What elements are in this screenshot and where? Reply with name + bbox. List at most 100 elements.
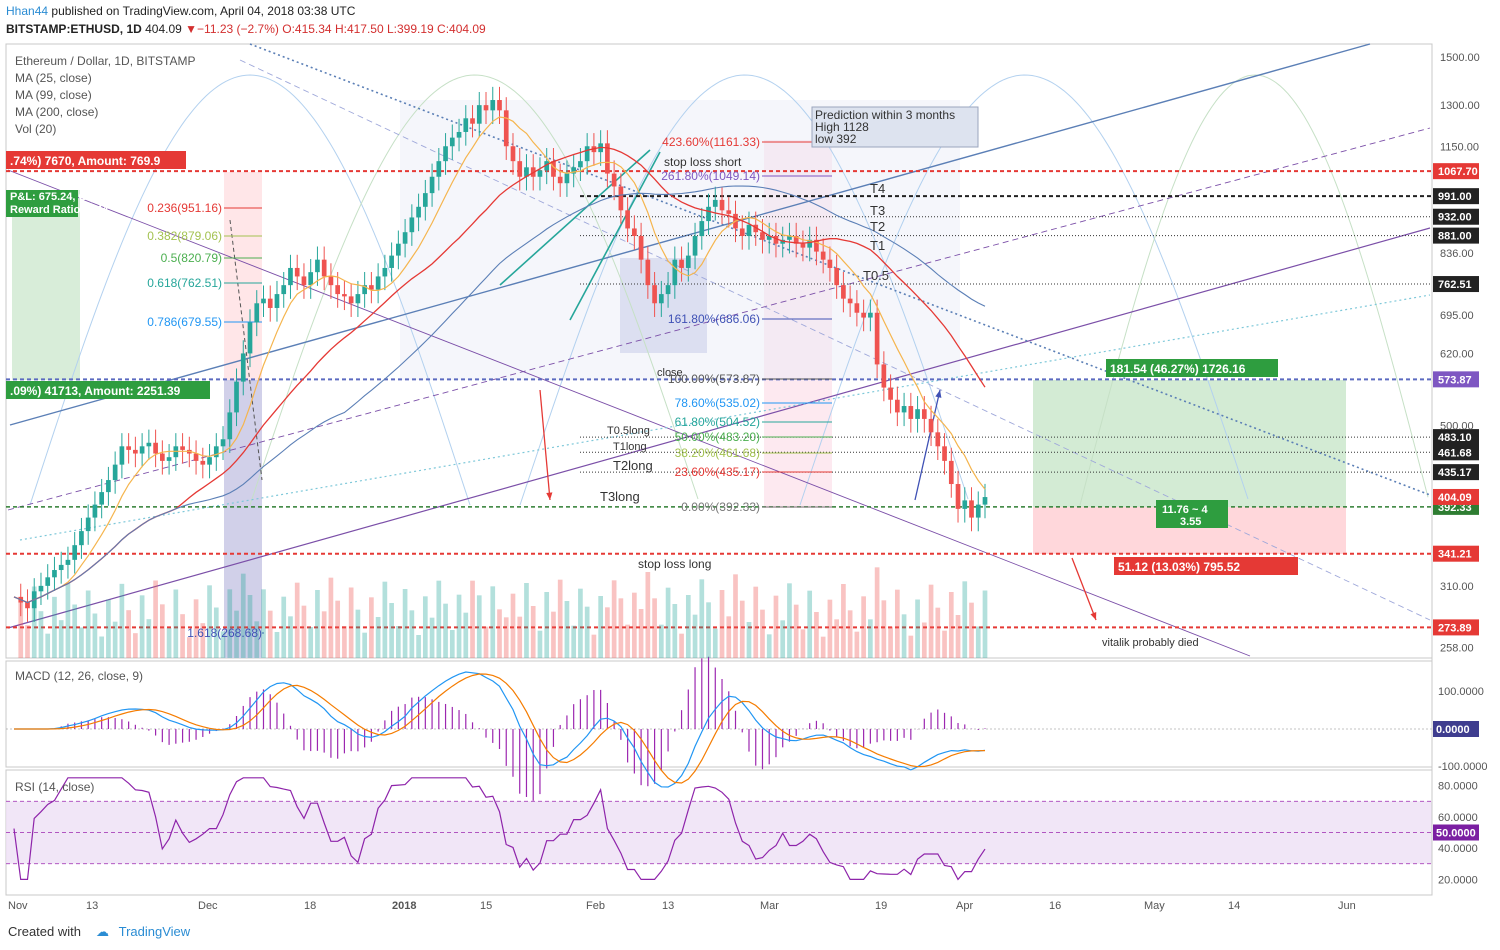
candle-body bbox=[746, 224, 752, 236]
candle-body bbox=[139, 446, 145, 454]
tradingview-link[interactable]: TradingView bbox=[118, 924, 191, 939]
volume-bar bbox=[679, 633, 684, 658]
volume-bar bbox=[685, 595, 691, 658]
volume-bar bbox=[618, 598, 624, 658]
volume-bar bbox=[463, 612, 469, 658]
volume-bar bbox=[288, 616, 293, 658]
legend-ma25[interactable]: MA (25, close) bbox=[15, 71, 92, 85]
fib-right-label: 38.20%(461.68) bbox=[675, 446, 760, 460]
candle-body bbox=[510, 146, 516, 162]
volume-bar bbox=[139, 595, 145, 658]
volume-bar bbox=[99, 636, 105, 658]
rsi-line bbox=[13, 777, 986, 881]
candle-body bbox=[605, 143, 610, 174]
volume-bar bbox=[712, 628, 718, 658]
candle-body bbox=[146, 442, 152, 447]
candle-body bbox=[72, 545, 78, 560]
candle-body bbox=[766, 235, 772, 240]
candle-body bbox=[894, 399, 900, 413]
volume-bar bbox=[443, 603, 448, 658]
ohlc-values: O:415.34 H:417.50 L:399.19 C:404.09 bbox=[282, 22, 486, 36]
amount-top-badge-text: .74%) 7670, Amount: 769.9 bbox=[10, 154, 161, 168]
volume-bar bbox=[780, 620, 786, 658]
candle-body bbox=[85, 517, 91, 532]
legend-vol[interactable]: Vol (20) bbox=[15, 122, 57, 136]
rsi-title[interactable]: RSI (14, close) bbox=[15, 780, 95, 794]
candle-body bbox=[537, 170, 543, 177]
volume-bar bbox=[969, 602, 974, 658]
legend-ma99[interactable]: MA (99, close) bbox=[15, 88, 92, 102]
volume-bar bbox=[847, 610, 853, 658]
long-target-label: T2long bbox=[613, 458, 653, 473]
volume-bar bbox=[301, 605, 307, 658]
ma25-line bbox=[13, 116, 986, 604]
cyan-dotted-line bbox=[19, 294, 1431, 541]
volume-bar bbox=[611, 580, 617, 658]
candle-body bbox=[571, 167, 577, 174]
fib-left-label: 0.786(679.55) bbox=[147, 315, 222, 329]
candle-body bbox=[854, 303, 860, 313]
volume-bar bbox=[773, 595, 779, 658]
amount-mid-badge-text: .09%) 41713, Amount: 2251.39 bbox=[10, 384, 181, 398]
volume-bar bbox=[106, 599, 111, 658]
candle-body bbox=[301, 276, 307, 286]
volume-bar bbox=[153, 580, 158, 658]
candle-body bbox=[969, 500, 974, 518]
candle-body bbox=[476, 105, 482, 124]
arrow-head bbox=[546, 492, 553, 500]
volume-bar bbox=[362, 632, 367, 658]
rsi-tick: 80.0000 bbox=[1438, 781, 1478, 793]
volume-bar bbox=[321, 611, 327, 658]
volume-bar bbox=[348, 587, 354, 658]
volume-bar bbox=[267, 610, 273, 658]
candle-body bbox=[948, 460, 954, 485]
prediction-box bbox=[811, 106, 979, 148]
legend-ma200[interactable]: MA (200, close) bbox=[15, 105, 99, 119]
level-badge bbox=[1433, 276, 1479, 293]
volume-bar bbox=[470, 580, 475, 658]
candle-body bbox=[557, 176, 563, 184]
rsi-tick: 50.0000 bbox=[1436, 828, 1476, 840]
macd-pane[interactable] bbox=[5, 660, 1433, 768]
level-badge bbox=[1433, 545, 1479, 562]
author-name[interactable]: Hhan44 bbox=[6, 4, 49, 18]
stop-loss-long-label: stop loss long bbox=[638, 557, 711, 571]
candle-body bbox=[942, 446, 947, 461]
candle-body bbox=[227, 412, 233, 440]
volume-bar bbox=[746, 622, 752, 658]
volume-bar bbox=[517, 616, 523, 658]
x-tick: 13 bbox=[86, 900, 98, 912]
reward-badge bbox=[6, 203, 78, 217]
candle-body bbox=[254, 303, 260, 323]
volume-bar bbox=[315, 590, 320, 658]
candle-body bbox=[793, 235, 799, 244]
volume-bar bbox=[975, 626, 981, 658]
volume-bar bbox=[402, 589, 408, 658]
candle-body bbox=[200, 460, 206, 465]
volume-bar bbox=[672, 604, 678, 658]
volume-bar bbox=[166, 628, 172, 658]
volume-bar bbox=[793, 604, 799, 658]
candle-body bbox=[470, 118, 475, 124]
volume-bar bbox=[921, 622, 927, 658]
candle-body bbox=[369, 285, 374, 290]
volume-bar bbox=[382, 581, 388, 658]
volume-bar bbox=[645, 572, 651, 658]
last-price: 404.09 bbox=[145, 22, 182, 36]
volume-bar bbox=[281, 596, 287, 658]
candle-body bbox=[665, 285, 671, 295]
volume-bar bbox=[928, 584, 934, 658]
candle-body bbox=[706, 206, 711, 222]
volume-bar bbox=[308, 627, 314, 658]
candle-body bbox=[449, 137, 455, 147]
candle-body bbox=[65, 559, 71, 565]
ratio-badge-text: 3.55 bbox=[1180, 516, 1201, 528]
volume-bar bbox=[375, 617, 381, 658]
macd-title[interactable]: MACD (12, 26, close, 9) bbox=[15, 669, 144, 683]
level-badge-label: 1067.70 bbox=[1438, 166, 1478, 178]
candle-body bbox=[544, 161, 550, 171]
candle-body bbox=[975, 504, 981, 518]
x-tick: Jun bbox=[1338, 900, 1356, 912]
volume-bar bbox=[261, 589, 266, 658]
